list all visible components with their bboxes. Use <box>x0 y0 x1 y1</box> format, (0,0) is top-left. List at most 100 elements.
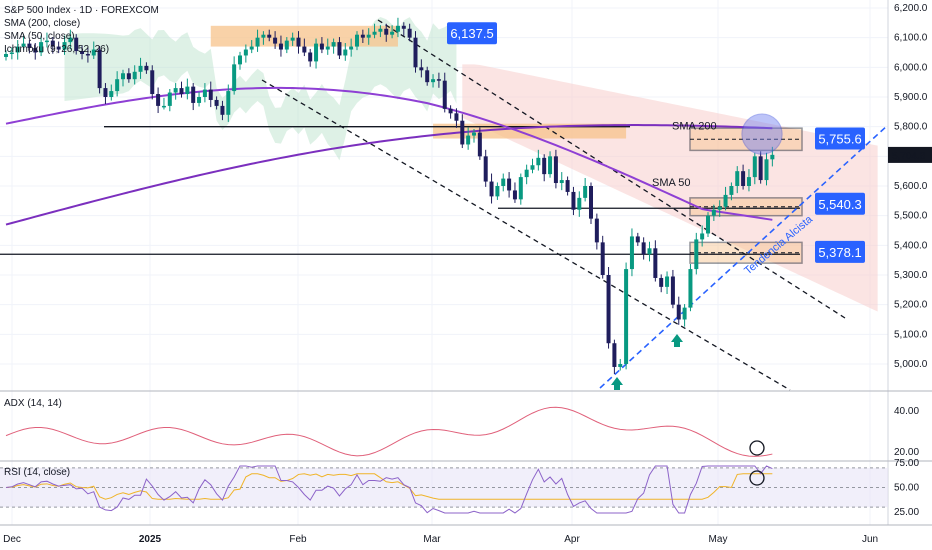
legend-sma50[interactable]: SMA (50, close) <box>4 31 75 42</box>
candle-body <box>536 157 541 166</box>
candle-body <box>524 169 529 178</box>
candle-body <box>741 171 746 186</box>
candle-body <box>635 236 640 243</box>
candle-body <box>395 25 400 32</box>
candle-body <box>553 156 558 184</box>
candle-body <box>489 181 494 197</box>
price-tick-label: 6,100.0 <box>894 33 928 44</box>
price-badge-label: 5,540.3 <box>818 197 861 212</box>
candle-body <box>331 42 336 47</box>
candle-body <box>676 304 681 320</box>
candle-body <box>255 37 260 47</box>
candle-body <box>624 269 629 364</box>
adx-tick-label: 20.00 <box>894 447 919 458</box>
candle-body <box>202 89 207 97</box>
candle-body <box>565 180 570 192</box>
rsi-tick-label: 75.00 <box>894 458 919 469</box>
legend-ichimoku[interactable]: Ichimoku (9, 26, 52, 26) <box>4 44 110 55</box>
candle-body <box>27 43 32 49</box>
candle-body <box>156 94 161 106</box>
candle-body <box>758 156 763 181</box>
candle-body <box>670 276 675 305</box>
adx-line <box>5 406 773 457</box>
candle-body <box>571 191 576 210</box>
uptrend-line <box>599 124 889 389</box>
candle-body <box>343 49 348 56</box>
candle-body <box>594 218 599 243</box>
candle-body <box>290 37 295 41</box>
annotation-sma200: SMA 200 <box>672 121 717 133</box>
buy-arrow-icon <box>611 377 623 390</box>
candle-body <box>436 79 441 81</box>
candle-body <box>477 132 482 157</box>
candle-body <box>641 242 646 255</box>
price-tick-label: 5,800.0 <box>894 122 928 133</box>
rsi-label[interactable]: RSI (14, close) <box>4 467 71 478</box>
candle-body <box>618 364 623 367</box>
candle-body <box>629 236 634 270</box>
candle-body <box>179 88 184 95</box>
candle-body <box>694 239 699 270</box>
candle-body <box>132 71 137 80</box>
adx-highlight-circle <box>749 440 765 456</box>
highlight-circle <box>741 113 783 155</box>
candle-body <box>121 73 125 80</box>
candle-body <box>232 64 237 92</box>
candle-body <box>50 40 55 47</box>
candle-body <box>4 53 8 57</box>
rsi-line <box>5 465 773 514</box>
time-tick-label: Dec <box>3 534 21 545</box>
time-tick-label: May <box>709 534 728 545</box>
price-tick-label: 5,900.0 <box>894 92 928 103</box>
candle-body <box>577 197 582 210</box>
price-tick-label: 6,000.0 <box>894 62 928 73</box>
candle-body <box>407 28 412 38</box>
candle-body <box>109 91 114 97</box>
rsi-tick-label: 50.00 <box>894 483 919 494</box>
candle-body <box>682 307 687 320</box>
candle-body <box>401 25 406 29</box>
price-tick-label: 5,500.0 <box>894 211 928 222</box>
candle-body <box>665 276 670 287</box>
candle-body <box>384 28 389 35</box>
candle-body <box>74 37 79 52</box>
candle-body <box>197 97 202 103</box>
candle-body <box>442 80 447 109</box>
candle-body <box>9 52 14 54</box>
price-badge-label: 5,755.6 <box>818 132 861 147</box>
candle-body <box>325 46 330 50</box>
last-price-tag <box>888 146 932 163</box>
candle-body <box>378 28 383 32</box>
candle-body <box>308 52 313 62</box>
candle-body <box>606 275 611 344</box>
candle-body <box>647 248 652 255</box>
legend-sma200[interactable]: SMA (200, close) <box>4 18 81 29</box>
candle-body <box>349 46 354 50</box>
candle-body <box>390 31 395 35</box>
price-tick-label: 5,300.0 <box>894 270 928 281</box>
rsi-tick-label: 25.00 <box>894 507 919 518</box>
candle-body <box>612 343 617 367</box>
candle-body <box>284 40 289 50</box>
candle-body <box>413 37 418 68</box>
candle-body <box>68 37 73 43</box>
adx-label[interactable]: ADX (14, 14) <box>4 398 62 409</box>
candle-body <box>33 48 38 53</box>
candle-body <box>62 42 67 50</box>
price-tick-label: 5,400.0 <box>894 240 928 251</box>
candle-body <box>711 209 716 216</box>
time-tick-label: Jun <box>862 534 878 545</box>
candle-body <box>746 177 751 186</box>
candle-body <box>466 135 471 145</box>
candle-body <box>735 171 740 186</box>
candle-body <box>21 43 26 47</box>
candle-body <box>501 178 506 186</box>
candle-body <box>208 89 213 100</box>
candle-body <box>483 156 488 182</box>
price-tick-label: 6,200.0 <box>894 3 928 14</box>
candle-body <box>115 79 120 92</box>
candle-body <box>770 154 775 160</box>
sma50-line <box>5 86 773 221</box>
price-tick-label: 5,600.0 <box>894 181 928 192</box>
